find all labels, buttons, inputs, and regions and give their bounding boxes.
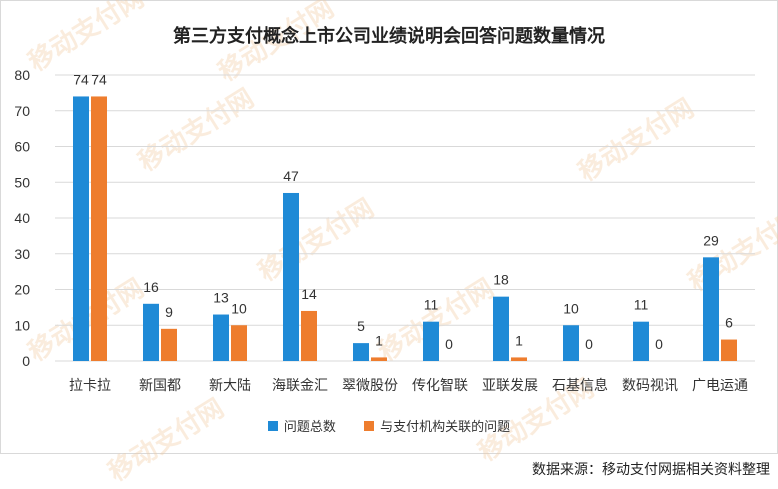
x-tick-label: 亚联发展 (482, 378, 538, 394)
bar-payment (721, 339, 737, 361)
data-label-payment: 74 (91, 71, 107, 87)
x-tick-label: 新国都 (139, 378, 181, 394)
x-tick-label: 数码视讯 (622, 378, 678, 394)
x-tick-label: 翠微股份 (342, 378, 398, 394)
legend-item-total: 问题总数 (267, 416, 336, 435)
y-tick-label: 60 (14, 139, 30, 155)
data-label-total: 47 (283, 168, 299, 184)
bar-total (213, 314, 229, 361)
data-label-total: 18 (493, 272, 509, 288)
data-label-payment: 1 (515, 332, 523, 348)
legend: 问题总数 与支付机构关联的问题 (0, 416, 778, 435)
data-label-total: 13 (213, 290, 229, 306)
data-label-total: 10 (563, 300, 579, 316)
bar-total (143, 303, 159, 361)
y-tick-label: 80 (14, 67, 30, 83)
legend-item-payment: 与支付机构关联的问题 (364, 416, 510, 435)
chart-title: 第三方支付概念上市公司业绩说明会回答问题数量情况 (173, 26, 605, 47)
data-label-total: 74 (73, 71, 89, 87)
x-tick-label: 广电运通 (692, 378, 748, 394)
bar-total (353, 343, 369, 361)
y-tick-label: 20 (14, 282, 30, 298)
bar-payment (91, 96, 107, 361)
bar-total (703, 257, 719, 361)
bar-total (73, 96, 89, 361)
bar-total (493, 296, 509, 361)
x-tick-label: 海联金汇 (272, 378, 328, 394)
data-label-payment: 0 (655, 336, 663, 352)
bar-payment (511, 357, 527, 361)
legend-swatch-payment (364, 420, 375, 431)
data-label-payment: 14 (301, 286, 317, 302)
data-label-payment: 10 (231, 300, 247, 316)
y-tick-label: 30 (14, 246, 30, 262)
bar-payment (231, 325, 247, 361)
x-tick-label: 石基信息 (552, 377, 608, 394)
data-label-total: 29 (703, 232, 719, 248)
x-tick-label: 拉卡拉 (69, 378, 111, 394)
data-label-payment: 9 (165, 304, 173, 320)
y-tick-label: 40 (14, 210, 30, 226)
bar-total (423, 321, 439, 361)
bar-payment (161, 328, 177, 361)
y-tick-label: 70 (14, 103, 30, 119)
legend-label-payment: 与支付机构关联的问题 (380, 420, 511, 435)
x-tick-label: 传化智联 (412, 378, 468, 394)
bar-payment (371, 357, 387, 361)
y-tick-label: 10 (14, 317, 30, 333)
data-label-payment: 0 (585, 336, 593, 352)
chart-frame (0, 0, 778, 454)
data-label-total: 16 (143, 279, 159, 295)
data-label-payment: 6 (725, 315, 733, 331)
legend-label-total: 问题总数 (283, 420, 336, 435)
source-note: 数据来源：移动支付网据相关资料整理 (532, 462, 770, 478)
bar-total (563, 325, 579, 361)
x-tick-label: 新大陆 (209, 378, 251, 394)
data-label-total: 11 (634, 297, 649, 313)
data-label-total: 5 (357, 318, 365, 334)
data-label-payment: 0 (445, 336, 453, 352)
bar-total (633, 321, 649, 361)
bar-total (283, 192, 299, 361)
y-tick-label: 0 (22, 353, 30, 369)
data-label-payment: 1 (375, 332, 383, 348)
y-tick-label: 50 (14, 174, 30, 190)
legend-swatch-total (267, 420, 278, 431)
data-label-total: 11 (424, 297, 439, 313)
bar-payment (301, 310, 317, 361)
